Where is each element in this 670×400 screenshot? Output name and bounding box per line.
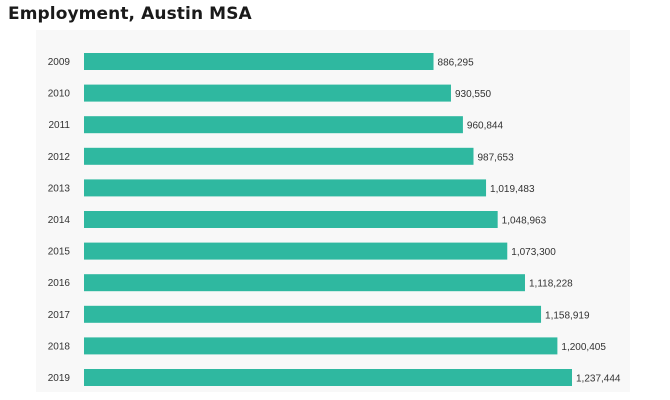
category-label: 2018	[48, 341, 71, 352]
bar-2018	[84, 337, 558, 355]
category-label: 2019	[48, 373, 71, 384]
value-label: 987,653	[477, 152, 514, 163]
category-label: 2014	[48, 215, 71, 226]
bar-2013	[84, 179, 487, 197]
chart-title: Employment, Austin MSA	[8, 4, 252, 24]
category-label: 2015	[48, 247, 71, 258]
value-label: 886,295	[438, 58, 475, 69]
value-label: 1,048,963	[502, 216, 547, 227]
value-label: 1,200,405	[561, 342, 606, 353]
bar-2019	[84, 369, 572, 386]
bar-2009	[84, 53, 434, 70]
category-label: 2009	[48, 57, 71, 68]
category-label: 2013	[48, 183, 71, 194]
bar-2011	[84, 116, 463, 134]
bar-2012	[84, 147, 474, 165]
category-label: 2016	[48, 278, 71, 289]
category-label: 2010	[48, 89, 71, 100]
value-label: 930,550	[455, 89, 492, 100]
category-label: 2011	[48, 120, 70, 131]
category-label: 2017	[48, 310, 71, 321]
value-label: 1,073,300	[511, 247, 556, 258]
bar-2014	[84, 211, 498, 228]
value-label: 1,158,919	[545, 310, 590, 321]
value-label: 960,844	[467, 121, 504, 132]
value-label: 1,237,444	[576, 374, 621, 385]
value-label: 1,118,228	[529, 279, 573, 290]
bar-2010	[84, 84, 451, 102]
bar-2015	[84, 242, 508, 260]
value-label: 1,019,483	[490, 184, 535, 195]
bar-2016	[84, 274, 525, 292]
category-label: 2012	[48, 152, 71, 163]
bar-2017	[84, 305, 542, 323]
